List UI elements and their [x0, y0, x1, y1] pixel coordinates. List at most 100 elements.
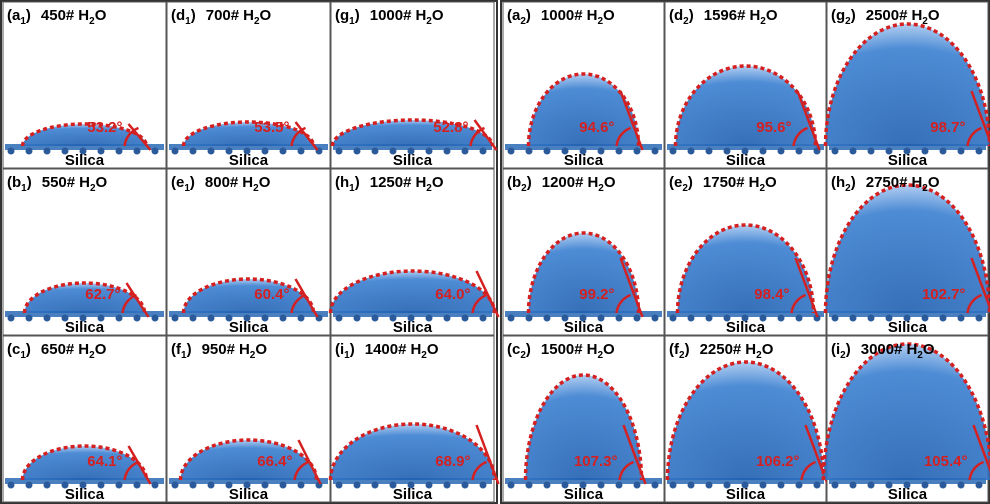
substrate-bump [461, 314, 469, 322]
substrate [667, 478, 824, 484]
substrate-bump [225, 481, 233, 489]
substrate-bump [25, 481, 33, 489]
substrate-label: Silica [726, 486, 766, 503]
contact-angle: 68.9° [435, 453, 470, 470]
angle-arc [293, 460, 310, 481]
substrate-bump [939, 147, 947, 155]
substrate-bump [97, 481, 105, 489]
substrate-bump [133, 314, 141, 322]
label-suffix: ) [187, 341, 192, 358]
substrate-bump [651, 147, 659, 155]
substrate [5, 311, 164, 317]
molecule-count: 1000# [370, 7, 412, 24]
droplet [528, 74, 639, 146]
substrate-bump [115, 481, 123, 489]
substrate-bump [525, 314, 533, 322]
contact-angle: 94.6° [579, 119, 614, 136]
tangent [475, 270, 500, 318]
tangent [294, 278, 319, 318]
contact-angle: 53.5° [254, 119, 289, 136]
substrate-bump [335, 481, 343, 489]
substrate-bump [425, 481, 433, 489]
formula-sub: 2 [254, 16, 260, 27]
formula: H [415, 174, 426, 191]
panel-label: (b1) 550# H2O [7, 174, 108, 194]
panel-label: (f1) 950# H2O [171, 341, 267, 361]
substrate-label: Silica [393, 486, 433, 503]
substrate-bump [885, 481, 893, 489]
substrate-bump [561, 481, 569, 489]
label-suffix: ) [688, 174, 693, 191]
substrate-bump [561, 314, 569, 322]
substrate-bump [61, 147, 69, 155]
substrate-bump [615, 147, 623, 155]
panel-label: (c2) 1500# H2O [507, 341, 615, 361]
substrate-bump [975, 481, 983, 489]
substrate-bump [543, 147, 551, 155]
label-prefix: (f [171, 341, 182, 358]
panel-label: (c1) 650# H2O [7, 341, 107, 361]
substrate-bump [25, 314, 33, 322]
label-prefix: (a [507, 7, 521, 24]
substrate-bump [777, 147, 785, 155]
label-index: 1 [344, 350, 350, 361]
droplet [183, 122, 314, 146]
substrate-bump [151, 481, 159, 489]
substrate-label: Silica [564, 319, 604, 336]
panel-label: (a2) 1000# H2O [507, 7, 615, 27]
substrate-bump [151, 314, 159, 322]
label-suffix: ) [846, 341, 851, 358]
formula-sub: 2 [598, 183, 604, 194]
substrate-bump [371, 314, 379, 322]
formula-end: O [255, 341, 267, 358]
substrate-bump [777, 481, 785, 489]
substrate-bump [741, 314, 749, 322]
substrate-bump [461, 147, 469, 155]
substrate-bump [975, 147, 983, 155]
label-suffix: ) [689, 7, 694, 24]
substrate [333, 478, 492, 484]
contour [675, 223, 816, 314]
substrate-bump [133, 481, 141, 489]
formula-end: O [95, 341, 107, 358]
substrate-bump [939, 481, 947, 489]
molecule-count: 550# [42, 174, 76, 191]
substrate [829, 311, 986, 317]
formula-sub: 2 [89, 16, 95, 27]
molecule-count: 1000# [541, 7, 583, 24]
substrate-bump [461, 481, 469, 489]
substrate-label: Silica [393, 152, 433, 169]
formula-sub: 2 [922, 183, 928, 194]
substrate-bump [831, 314, 839, 322]
substrate-bump [443, 314, 451, 322]
substrate-bump [371, 147, 379, 155]
substrate-bump [831, 481, 839, 489]
substrate-bump [61, 481, 69, 489]
droplet [332, 120, 493, 146]
substrate-bump [61, 314, 69, 322]
contour [823, 22, 990, 147]
substrate-bump [867, 481, 875, 489]
substrate-label: Silica [229, 152, 269, 169]
contour [22, 281, 147, 314]
substrate-label: Silica [229, 486, 269, 503]
molecule-count: 1200# [542, 174, 584, 191]
substrate-bump [885, 314, 893, 322]
label-index: 1 [184, 183, 190, 194]
substrate-bump [957, 481, 965, 489]
tangent [294, 121, 319, 151]
substrate-bump [687, 147, 695, 155]
contour [328, 422, 497, 481]
substrate-bump [225, 314, 233, 322]
label-suffix: ) [355, 7, 360, 24]
label-prefix: (h [335, 174, 349, 191]
substrate-bump [443, 147, 451, 155]
substrate-bump [151, 147, 159, 155]
label-prefix: (d [171, 7, 185, 24]
contact-angle: 99.2° [579, 286, 614, 303]
angle-arc [615, 126, 632, 147]
angle-arc [123, 460, 140, 481]
formula: H [243, 7, 254, 24]
formula-end: O [604, 174, 616, 191]
